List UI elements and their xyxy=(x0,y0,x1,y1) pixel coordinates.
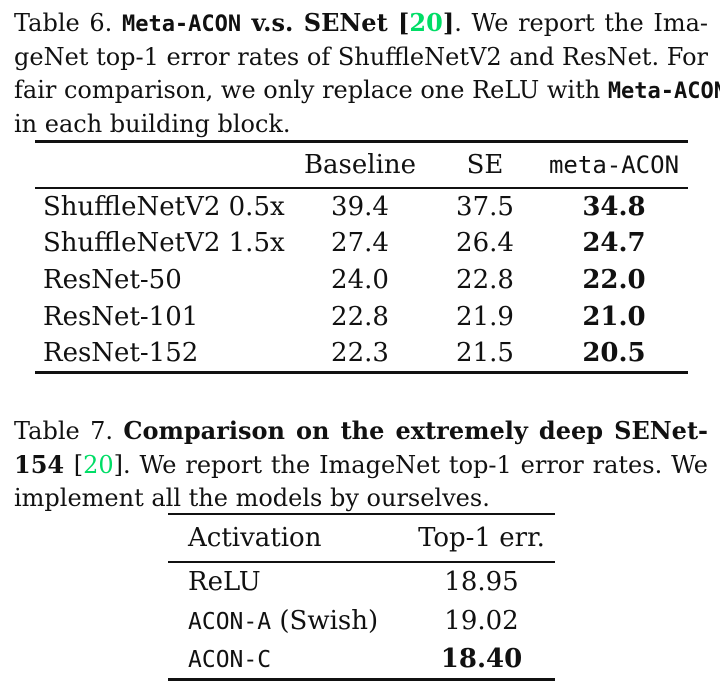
table-row: ShuffleNetV2 1.5x 27.4 26.4 24.7 xyxy=(35,225,688,262)
citation-20-link[interactable]: 20 xyxy=(83,451,114,479)
caption-title: 154 xyxy=(14,450,74,479)
model-name-cell: ResNet-152 xyxy=(43,338,199,369)
table6-header: Baseline SE meta-ACON xyxy=(35,141,688,189)
activation-name: ACON-C xyxy=(188,646,272,673)
caption-text: fair comparison, we only replace one ReL… xyxy=(14,76,608,104)
meta-acon-value-cell: 21.0 xyxy=(582,302,646,332)
citation-20-link[interactable]: 20 xyxy=(409,8,443,37)
se-value-cell: 22.8 xyxy=(456,265,514,295)
top1-err-value-cell: 19.02 xyxy=(444,605,519,636)
column-header-activation: Activation xyxy=(168,514,408,563)
caption7-line2: 154 [20]. We report the ImageNet top-1 e… xyxy=(14,448,708,482)
table6: Baseline SE meta-ACON ShuffleNetV2 0.5x … xyxy=(35,140,688,374)
caption7-line1: Table 7. Comparison on the extremely dee… xyxy=(14,414,708,448)
se-value-cell: 26.4 xyxy=(456,228,514,258)
caption6-line2: geNet top-1 error rates of ShuffleNetV2 … xyxy=(14,43,708,71)
table-row: ShuffleNetV2 0.5x 39.4 37.5 34.8 xyxy=(35,188,688,225)
top1-err-value-cell: 18.40 xyxy=(440,643,523,674)
table7-body: ReLU 18.95 ACON-A (Swish) 19.02 ACON-C 1… xyxy=(168,562,555,679)
meta-acon-value-cell: 34.8 xyxy=(582,191,646,222)
model-name-cell: ResNet-101 xyxy=(43,302,199,332)
table7-header-row: Activation Top-1 err. xyxy=(168,514,555,563)
table6-header-row: Baseline SE meta-ACON xyxy=(35,141,688,189)
table7-caption: Table 7. Comparison on the extremely dee… xyxy=(14,414,708,515)
baseline-value-cell: 27.4 xyxy=(331,228,389,258)
caption-text: ]. We report the ImageNet top-1 error ra… xyxy=(113,451,709,479)
table7-header: Activation Top-1 err. xyxy=(168,514,555,563)
column-header-meta-acon: meta-ACON xyxy=(540,141,688,189)
meta-acon-label: Meta-ACON xyxy=(607,79,720,104)
caption-text: . We report the Ima- xyxy=(454,9,709,37)
se-value-cell: 21.5 xyxy=(456,338,514,369)
activation-name: ACON-A xyxy=(188,608,272,635)
meta-acon-label: Meta-ACON xyxy=(121,12,242,37)
caption-title: v.s. SENet [ xyxy=(241,8,410,37)
table7: Activation Top-1 err. ReLU 18.95 ACON-A … xyxy=(168,513,555,681)
activation-name-cell: ReLU xyxy=(168,562,408,601)
meta-acon-value-cell: 22.0 xyxy=(582,265,646,295)
model-name-cell: ShuffleNetV2 1.5x xyxy=(43,228,285,258)
table-row: ReLU 18.95 xyxy=(168,562,555,601)
baseline-value-cell: 39.4 xyxy=(331,191,389,222)
meta-acon-value-cell: 24.7 xyxy=(582,228,646,258)
meta-acon-value-cell: 20.5 xyxy=(582,338,646,369)
caption6-line4: in each building block. xyxy=(14,110,291,138)
baseline-value-cell: 22.8 xyxy=(331,302,389,332)
activation-name-cell: ACON-C xyxy=(168,640,408,679)
model-name-cell: ShuffleNetV2 0.5x xyxy=(43,191,285,222)
caption6-line3: fair comparison, we only replace one ReL… xyxy=(14,74,720,108)
caption7-line3: implement all the models by ourselves. xyxy=(14,484,490,512)
table-row: ACON-C 18.40 xyxy=(168,640,555,679)
column-header-baseline: Baseline xyxy=(290,141,430,189)
column-header-top1-err: Top-1 err. xyxy=(408,514,555,563)
citation-bracket: [ xyxy=(73,451,84,479)
baseline-value-cell: 24.0 xyxy=(331,265,389,295)
table-row: ACON-A (Swish) 19.02 xyxy=(168,601,555,640)
table6-body: ShuffleNetV2 0.5x 39.4 37.5 34.8 Shuffle… xyxy=(35,188,688,373)
column-header-se: SE xyxy=(430,141,540,189)
caption6-line1: Table 6. Meta-ACON v.s. SENet [20]. We r… xyxy=(14,6,708,41)
baseline-value-cell: 22.3 xyxy=(331,338,389,369)
table-row: ResNet-101 22.8 21.9 21.0 xyxy=(35,299,688,336)
se-value-cell: 37.5 xyxy=(456,191,514,222)
table-row: ResNet-152 22.3 21.5 20.5 xyxy=(35,336,688,373)
top1-err-value-cell: 18.95 xyxy=(444,567,519,597)
caption-prefix: Table 7. xyxy=(14,417,124,445)
table-row: ResNet-50 24.0 22.8 22.0 xyxy=(35,262,688,299)
activation-name-cell: ACON-A (Swish) xyxy=(168,601,408,640)
caption-title: Comparison on the extremely deep SENet- xyxy=(123,416,708,445)
caption-prefix: Table 6. xyxy=(14,9,122,37)
model-name-cell: ResNet-50 xyxy=(43,265,182,295)
table6-caption: Table 6. Meta-ACON v.s. SENet [20]. We r… xyxy=(14,6,720,141)
column-header-empty xyxy=(35,141,290,189)
activation-name-suffix: (Swish) xyxy=(271,605,379,636)
citation-bracket: ] xyxy=(442,8,455,37)
activation-name: ReLU xyxy=(188,567,261,597)
se-value-cell: 21.9 xyxy=(456,302,514,332)
